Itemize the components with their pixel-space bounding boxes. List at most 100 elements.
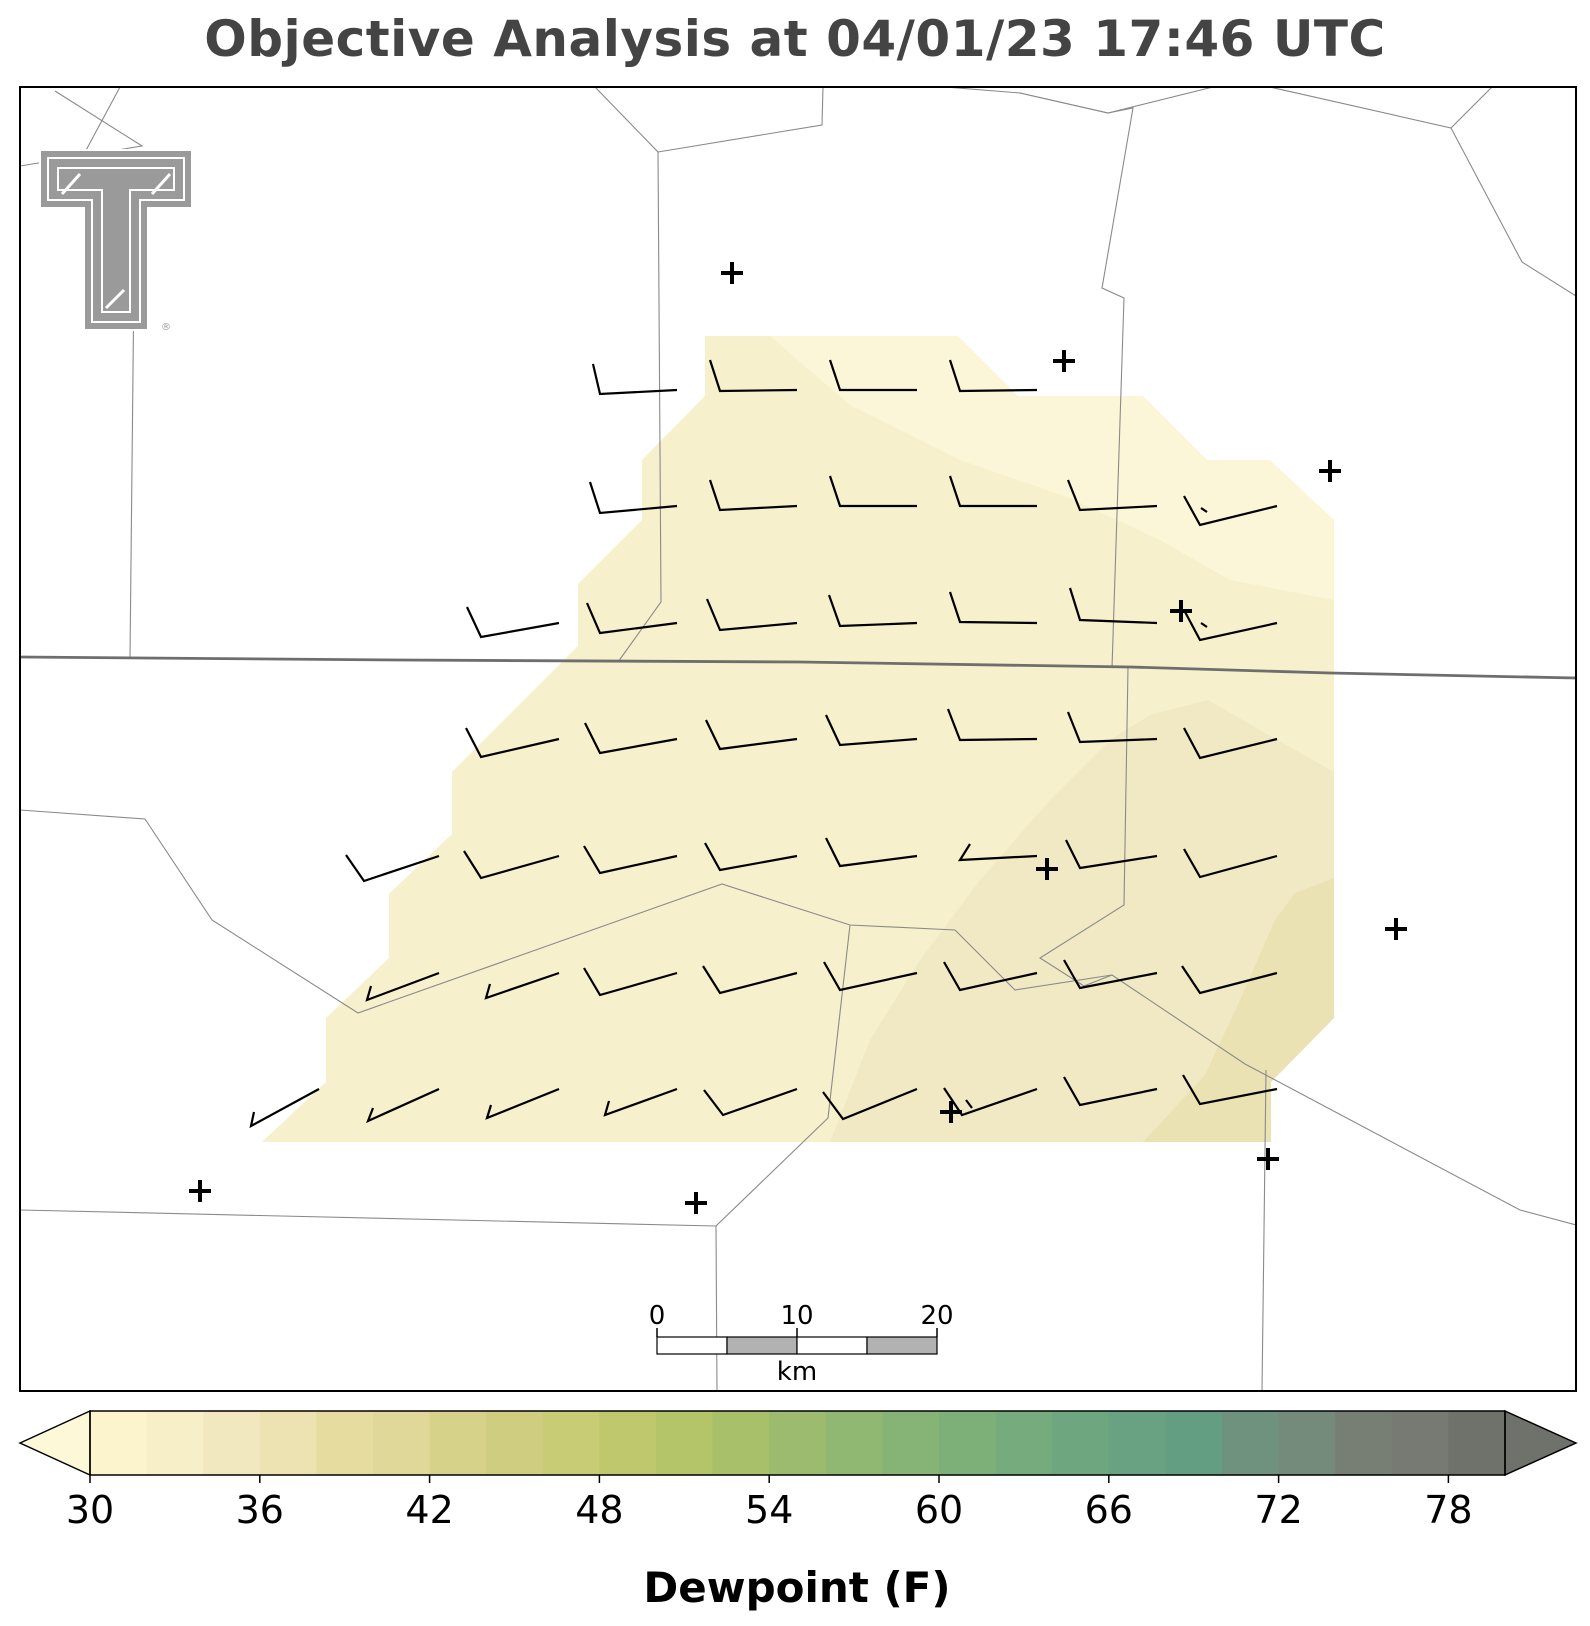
station-marker bbox=[1053, 350, 1075, 372]
wind-barb bbox=[1066, 711, 1158, 744]
wind-barb bbox=[827, 594, 918, 628]
station-markers-layer bbox=[189, 262, 1407, 1214]
wind-barb bbox=[1068, 587, 1158, 625]
colorbar-segment bbox=[429, 1411, 487, 1475]
colorbar-tick-label: 30 bbox=[66, 1488, 114, 1532]
wind-barb-half bbox=[1200, 507, 1208, 513]
station-marker bbox=[940, 1101, 962, 1123]
texas-tech-logo: ® bbox=[39, 149, 193, 333]
wind-barb bbox=[825, 714, 918, 747]
wind-barb bbox=[466, 606, 560, 639]
wind-barb bbox=[943, 961, 1038, 992]
colorbar-segment bbox=[373, 1411, 431, 1475]
wind-barb bbox=[584, 722, 678, 755]
wind-barb-half bbox=[965, 1099, 973, 1109]
wind-barb bbox=[702, 965, 798, 995]
colorbar-tick-label: 60 bbox=[915, 1488, 963, 1532]
station-marker bbox=[1385, 918, 1407, 940]
colorbar-segment bbox=[542, 1411, 600, 1475]
scale-bar: 0 10 20 km bbox=[649, 1301, 954, 1387]
wind-barb bbox=[957, 843, 1038, 862]
wind-barbs-layer bbox=[249, 359, 1278, 1129]
wind-barb-half bbox=[1200, 622, 1208, 628]
wind-barb bbox=[822, 1087, 918, 1121]
colorbar-extend-low bbox=[18, 1409, 91, 1477]
station-marker bbox=[1170, 600, 1192, 622]
wind-barb bbox=[1066, 479, 1158, 512]
colorbar-segment bbox=[1108, 1411, 1166, 1475]
chart-title: Objective Analysis at 04/01/23 17:46 UTC bbox=[204, 10, 1386, 68]
scale-bar-label-0: 0 bbox=[649, 1301, 666, 1331]
colorbar-segment bbox=[769, 1411, 827, 1475]
wind-barb bbox=[484, 971, 560, 1000]
colorbar-segments bbox=[90, 1411, 1506, 1475]
scale-bar-label-10: 10 bbox=[780, 1301, 813, 1331]
colorbar-segment bbox=[995, 1411, 1053, 1475]
dewpoint-contour-fill bbox=[262, 336, 1334, 1142]
colorbar-segment bbox=[203, 1411, 261, 1475]
colorbar-segment bbox=[939, 1411, 997, 1475]
wind-barb bbox=[1183, 727, 1278, 760]
colorbar-segment bbox=[316, 1411, 374, 1475]
colorbar-ticks: 30 36 42 48 54 60 66 72 78 bbox=[66, 1475, 1473, 1532]
station-marker bbox=[685, 1192, 707, 1214]
wind-barb bbox=[1063, 1076, 1158, 1107]
wind-barb bbox=[603, 1087, 678, 1117]
colorbar-tick-label: 48 bbox=[575, 1488, 623, 1532]
wind-barb bbox=[1183, 495, 1278, 527]
colorbar-segment bbox=[90, 1411, 148, 1475]
wind-barb bbox=[943, 1087, 1038, 1117]
wind-barb bbox=[703, 1087, 798, 1117]
wind-barb bbox=[823, 961, 918, 992]
wind-barb bbox=[366, 1087, 440, 1124]
wind-barb bbox=[463, 850, 560, 880]
wind-barb bbox=[1181, 965, 1278, 995]
station-marker bbox=[1036, 858, 1058, 880]
wind-barb bbox=[705, 598, 798, 632]
logo-registered-mark: ® bbox=[161, 322, 171, 333]
colorbar-segment bbox=[599, 1411, 657, 1475]
wind-barb bbox=[946, 708, 1038, 742]
colorbar-segment bbox=[146, 1411, 204, 1475]
logo-inner-t bbox=[47, 157, 185, 323]
wind-barb bbox=[365, 971, 440, 1002]
wind-barb bbox=[249, 1088, 320, 1129]
colorbar-segment bbox=[712, 1411, 770, 1475]
colorbar-extend-high bbox=[1504, 1409, 1578, 1477]
wind-barb bbox=[1182, 1074, 1278, 1106]
station-marker bbox=[189, 1180, 211, 1202]
wind-barb bbox=[345, 854, 440, 883]
wind-barb bbox=[705, 719, 798, 751]
map-frame bbox=[19, 86, 1577, 1392]
wind-barb bbox=[948, 591, 1038, 625]
colorbar-segment bbox=[1448, 1411, 1506, 1475]
wind-barb bbox=[583, 845, 678, 875]
scale-bar-seg-4 bbox=[866, 1336, 938, 1355]
wind-barb bbox=[708, 479, 798, 512]
colorbar-segment bbox=[1278, 1411, 1336, 1475]
logo-outer-t bbox=[39, 149, 193, 331]
colorbar-frame bbox=[89, 1410, 1506, 1476]
colorbar-segment bbox=[825, 1411, 883, 1475]
wind-barb bbox=[588, 481, 678, 515]
station-marker bbox=[1319, 460, 1341, 482]
dewpoint-fill-38-40 bbox=[1143, 878, 1334, 1142]
scale-bar-label-20: 20 bbox=[920, 1301, 953, 1331]
wind-barb bbox=[1065, 839, 1158, 870]
colorbar-segment bbox=[882, 1411, 940, 1475]
dewpoint-fill-36-38 bbox=[830, 700, 1334, 1142]
colorbar-tick-label: 72 bbox=[1254, 1488, 1302, 1532]
wind-barb bbox=[1063, 959, 1158, 990]
colorbar-segment bbox=[1222, 1411, 1280, 1475]
scale-bar-unit: km bbox=[777, 1357, 817, 1387]
state-boundary bbox=[20, 655, 1576, 680]
station-marker bbox=[1257, 1148, 1279, 1170]
colorbar-segment bbox=[1165, 1411, 1223, 1475]
colorbar-tick-label: 66 bbox=[1085, 1488, 1133, 1532]
wind-barb bbox=[465, 727, 560, 759]
wind-barb bbox=[585, 602, 678, 635]
wind-barb bbox=[1183, 848, 1278, 879]
wind-barb bbox=[828, 475, 917, 508]
